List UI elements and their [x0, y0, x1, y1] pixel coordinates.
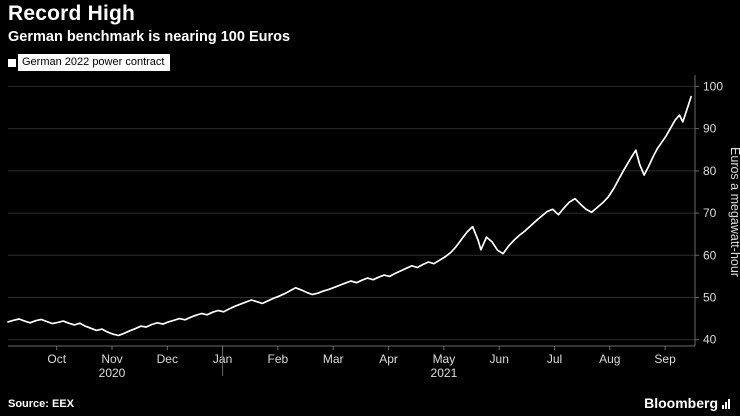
year-label: 2020 [99, 366, 126, 380]
bloomberg-bars-icon [722, 399, 730, 411]
year-label: 2021 [431, 366, 458, 380]
y-tick-label: 40 [703, 333, 717, 347]
x-tick-label: Mar [323, 352, 344, 366]
price-line [7, 95, 692, 337]
y-tick-label: 60 [703, 248, 717, 262]
x-tick-label: Sep [654, 352, 676, 366]
x-tick-label: Oct [47, 352, 66, 366]
y-axis-title: Euros a megawatt-hour [728, 147, 740, 277]
y-tick-label: 50 [703, 291, 717, 305]
x-tick-label: Feb [268, 352, 289, 366]
x-tick-label: Apr [379, 352, 398, 366]
legend: German 2022 power contract [8, 54, 171, 71]
source-note: Source: EEX [8, 398, 75, 410]
chart-area: 40 50 60 70 80 90 100 Oct Nov Dec Jan Feb Mar Apr May J… [0, 70, 740, 386]
x-tick-label: Dec [157, 352, 178, 366]
y-tick-label: 90 [703, 122, 717, 136]
chart-subtitle: German benchmark is nearing 100 Euros [8, 29, 291, 45]
x-tick-label: Jun [490, 352, 509, 366]
x-tick-label: May [433, 352, 456, 366]
bloomberg-wordmark: Bloomberg [644, 395, 718, 411]
x-tick-label: Nov [101, 352, 122, 366]
y-tick-label: 70 [703, 206, 717, 220]
page-title: Record High [8, 2, 136, 25]
legend-label: German 2022 power contract [18, 54, 171, 71]
x-tick-label: Aug [599, 352, 620, 366]
y-tick-label: 100 [703, 79, 723, 93]
legend-marker-icon [8, 58, 16, 67]
x-tick-label: Jul [547, 352, 562, 366]
bloomberg-logo: Bloomberg [644, 395, 730, 411]
y-tick-label: 80 [703, 164, 717, 178]
